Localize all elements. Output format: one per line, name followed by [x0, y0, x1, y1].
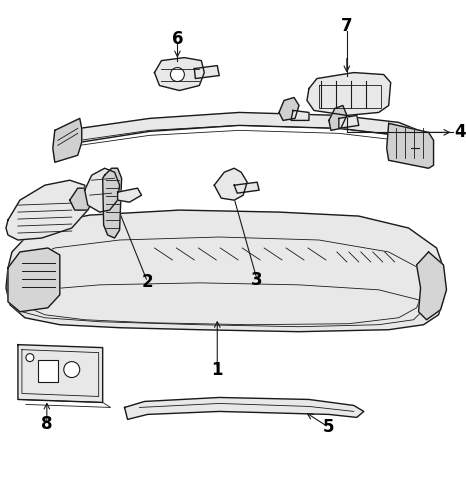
Polygon shape	[194, 66, 219, 79]
Circle shape	[64, 362, 80, 377]
Polygon shape	[117, 188, 142, 202]
Polygon shape	[417, 252, 446, 320]
Polygon shape	[214, 168, 247, 200]
Polygon shape	[387, 123, 433, 168]
Polygon shape	[279, 97, 299, 120]
Polygon shape	[8, 248, 60, 312]
Text: 8: 8	[41, 415, 53, 433]
Bar	[38, 360, 58, 382]
Text: 2: 2	[142, 273, 153, 291]
Polygon shape	[291, 110, 309, 120]
Polygon shape	[154, 58, 204, 91]
Circle shape	[26, 354, 34, 362]
Polygon shape	[70, 188, 95, 210]
Text: 7: 7	[341, 17, 353, 35]
Polygon shape	[53, 119, 82, 162]
Polygon shape	[234, 182, 259, 193]
Polygon shape	[307, 73, 391, 115]
Polygon shape	[329, 106, 347, 130]
Text: 4: 4	[455, 123, 466, 141]
Polygon shape	[124, 398, 364, 419]
Polygon shape	[55, 112, 429, 152]
Text: 6: 6	[171, 30, 183, 48]
Text: 3: 3	[251, 271, 263, 289]
Polygon shape	[6, 210, 444, 332]
Text: 5: 5	[323, 418, 335, 436]
Circle shape	[171, 67, 185, 81]
Text: 1: 1	[212, 361, 223, 378]
Polygon shape	[85, 168, 120, 212]
Polygon shape	[6, 180, 88, 240]
Polygon shape	[103, 168, 122, 238]
Polygon shape	[18, 345, 103, 402]
Polygon shape	[339, 115, 359, 128]
